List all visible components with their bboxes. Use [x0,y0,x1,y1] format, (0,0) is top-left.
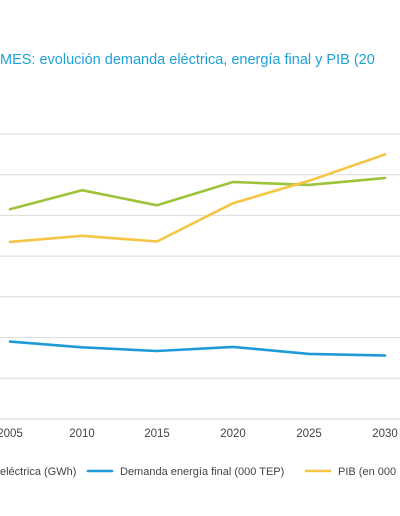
legend-label-0: eléctrica (GWh) [0,466,76,478]
gridlines [0,133,400,420]
legend-label-2: PIB (en 000 [338,466,396,478]
series-lines [8,153,387,357]
x-tick-label: 2025 [296,428,322,440]
legend: eléctrica (GWh) Demanda energía final (00… [0,466,396,478]
x-tick-label: 2010 [69,428,95,440]
x-tick-label: 2015 [144,428,170,440]
x-tick-label: 2030 [372,428,398,440]
x-tick-label: 2005 [0,428,23,440]
x-axis-tick-labels: 2005 2010 2015 2020 2025 2030 [0,428,398,440]
legend-label-1: Demanda energía final (000 TEP) [120,466,284,478]
x-tick-label: 2020 [220,428,246,440]
series-line-1 [8,340,387,357]
series-line-0 [8,176,387,211]
chart-title: MES: evolución demanda eléctrica, energí… [0,52,375,68]
series-line-2 [8,153,387,244]
